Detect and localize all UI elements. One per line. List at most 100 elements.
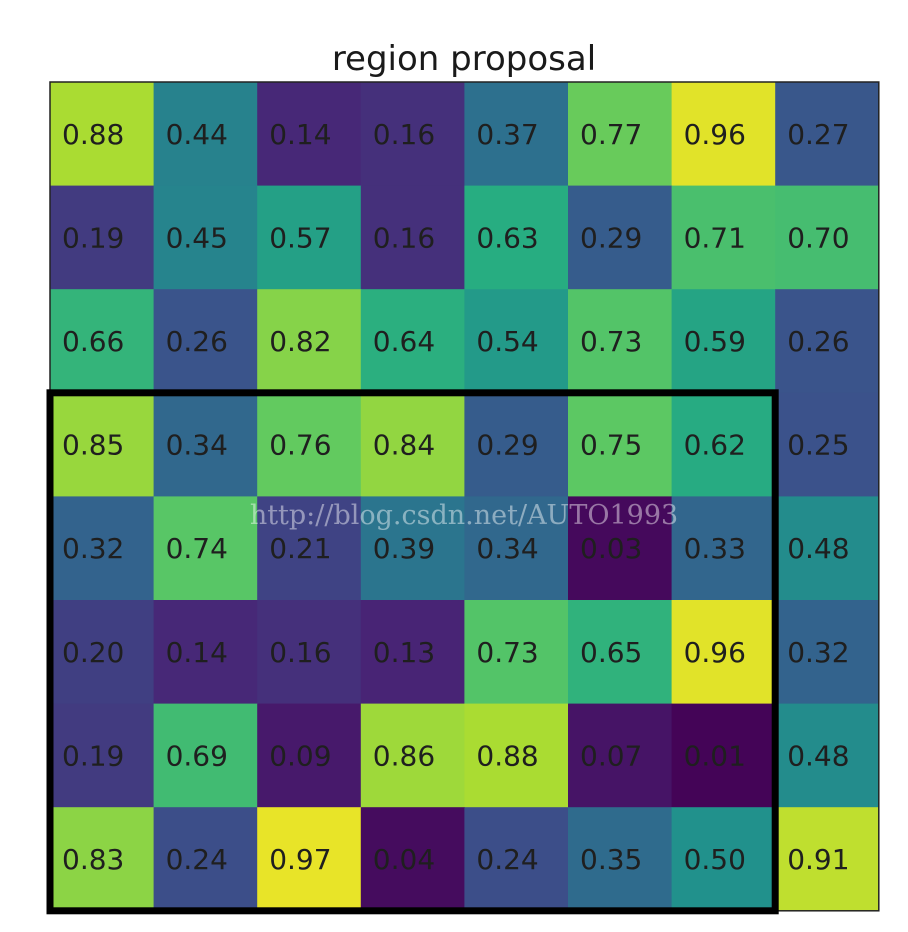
heatmap-cell-r1-c7 bbox=[775, 185, 880, 290]
heatmap-value-label-r6-c7: 0.48 bbox=[787, 739, 849, 772]
heatmap-cell-r3-c1 bbox=[153, 392, 258, 497]
heatmap-value-label-r3-c5: 0.75 bbox=[580, 429, 642, 462]
heatmap-cell-r7-c6 bbox=[671, 807, 776, 912]
heatmap-cell-r0-c4 bbox=[464, 82, 569, 187]
heatmap-value-label-r1-c0: 0.19 bbox=[62, 221, 124, 254]
heatmap-value-label-r0-c3: 0.16 bbox=[373, 118, 435, 151]
heatmap-value-label-r7-c3: 0.04 bbox=[373, 843, 435, 876]
heatmap-value-label-r0-c0: 0.88 bbox=[62, 118, 124, 151]
heatmap-cell-r6-c3 bbox=[360, 703, 465, 808]
heatmap-cell-r3-c3 bbox=[360, 392, 465, 497]
heatmap-cell-r1-c3 bbox=[360, 185, 465, 290]
heatmap-value-label-r4-c6: 0.33 bbox=[684, 532, 746, 565]
heatmap-value-label-r2-c6: 0.59 bbox=[684, 325, 746, 358]
heatmap-cell-r4-c5 bbox=[568, 496, 673, 601]
heatmap-value-label-r1-c3: 0.16 bbox=[373, 221, 435, 254]
heatmap-value-label-r3-c0: 0.85 bbox=[62, 429, 124, 462]
heatmap-cell-r0-c6 bbox=[671, 82, 776, 187]
heatmap-cell-r6-c7 bbox=[775, 703, 880, 808]
heatmap-cell-r4-c0 bbox=[50, 496, 155, 601]
heatmap-value-label-r1-c1: 0.45 bbox=[166, 221, 228, 254]
heatmap-cell-r3-c4 bbox=[464, 392, 569, 497]
heatmap-cell-r7-c5 bbox=[568, 807, 673, 912]
heatmap-cell-r2-c0 bbox=[50, 289, 155, 394]
heatmap-cell-r6-c5 bbox=[568, 703, 673, 808]
heatmap-value-label-r6-c5: 0.07 bbox=[580, 739, 642, 772]
heatmap-cell-r3-c7 bbox=[775, 392, 880, 497]
heatmap-cells bbox=[50, 82, 880, 912]
heatmap-cell-r2-c6 bbox=[671, 289, 776, 394]
heatmap-cell-r3-c0 bbox=[50, 392, 155, 497]
heatmap-value-label-r0-c4: 0.37 bbox=[476, 118, 538, 151]
heatmap-value-label-r1-c4: 0.63 bbox=[476, 221, 538, 254]
heatmap-cell-r7-c3 bbox=[360, 807, 465, 912]
heatmap-value-label-r7-c7: 0.91 bbox=[787, 843, 849, 876]
heatmap-cell-r1-c0 bbox=[50, 185, 155, 290]
heatmap-value-label-r6-c4: 0.88 bbox=[476, 739, 538, 772]
heatmap-value-label-r3-c6: 0.62 bbox=[684, 429, 746, 462]
heatmap-value-label-r5-c2: 0.16 bbox=[269, 636, 331, 669]
heatmap-value-label-r4-c1: 0.74 bbox=[166, 532, 228, 565]
heatmap-value-label-r6-c2: 0.09 bbox=[269, 739, 331, 772]
heatmap-value-label-r4-c0: 0.32 bbox=[62, 532, 124, 565]
heatmap-cell-r2-c7 bbox=[775, 289, 880, 394]
heatmap-value-label-r4-c4: 0.34 bbox=[476, 532, 538, 565]
heatmap-cell-r1-c6 bbox=[671, 185, 776, 290]
heatmap-cell-r0-c2 bbox=[257, 82, 362, 187]
heatmap-cell-r1-c4 bbox=[464, 185, 569, 290]
heatmap-cell-r5-c7 bbox=[775, 600, 880, 705]
heatmap-cell-r2-c1 bbox=[153, 289, 258, 394]
heatmap-value-label-r6-c3: 0.86 bbox=[373, 739, 435, 772]
heatmap-cell-r6-c4 bbox=[464, 703, 569, 808]
heatmap-value-label-r6-c0: 0.19 bbox=[62, 739, 124, 772]
heatmap-value-label-r1-c7: 0.70 bbox=[787, 221, 849, 254]
heatmap-cell-r2-c2 bbox=[257, 289, 362, 394]
heatmap-value-label-r5-c4: 0.73 bbox=[476, 636, 538, 669]
heatmap-value-label-r2-c2: 0.82 bbox=[269, 325, 331, 358]
heatmap-cell-r5-c0 bbox=[50, 600, 155, 705]
heatmap-cell-r4-c4 bbox=[464, 496, 569, 601]
heatmap-cell-r4-c2 bbox=[257, 496, 362, 601]
heatmap-value-label-r2-c3: 0.64 bbox=[373, 325, 435, 358]
heatmap-cell-r5-c1 bbox=[153, 600, 258, 705]
heatmap-cell-r7-c7 bbox=[775, 807, 880, 912]
heatmap-cell-r1-c5 bbox=[568, 185, 673, 290]
heatmap-cell-r0-c5 bbox=[568, 82, 673, 187]
heatmap-value-label-r5-c7: 0.32 bbox=[787, 636, 849, 669]
heatmap-cell-r4-c1 bbox=[153, 496, 258, 601]
heatmap-cell-r2-c5 bbox=[568, 289, 673, 394]
heatmap-value-label-r0-c1: 0.44 bbox=[166, 118, 228, 151]
heatmap-cell-r1-c2 bbox=[257, 185, 362, 290]
heatmap-value-label-r1-c2: 0.57 bbox=[269, 221, 331, 254]
heatmap-cell-r3-c6 bbox=[671, 392, 776, 497]
heatmap-cell-r7-c1 bbox=[153, 807, 258, 912]
heatmap-value-label-r2-c7: 0.26 bbox=[787, 325, 849, 358]
heatmap-value-label-r6-c6: 0.01 bbox=[684, 739, 746, 772]
heatmap-value-label-r7-c6: 0.50 bbox=[684, 843, 746, 876]
heatmap-cell-r6-c2 bbox=[257, 703, 362, 808]
heatmap-cell-r6-c1 bbox=[153, 703, 258, 808]
heatmap-cell-r0-c0 bbox=[50, 82, 155, 187]
heatmap-cell-r0-c7 bbox=[775, 82, 880, 187]
heatmap-value-label-r6-c1: 0.69 bbox=[166, 739, 228, 772]
heatmap-cell-r4-c3 bbox=[360, 496, 465, 601]
heatmap-value-label-r7-c1: 0.24 bbox=[166, 843, 228, 876]
heatmap-cell-r3-c5 bbox=[568, 392, 673, 497]
heatmap-cell-r1-c1 bbox=[153, 185, 258, 290]
heatmap-cell-r7-c2 bbox=[257, 807, 362, 912]
heatmap-cell-r3-c2 bbox=[257, 392, 362, 497]
heatmap-value-label-r2-c4: 0.54 bbox=[476, 325, 538, 358]
heatmap-value-label-r7-c0: 0.83 bbox=[62, 843, 124, 876]
heatmap-value-label-r0-c2: 0.14 bbox=[269, 118, 331, 151]
heatmap-value-label-r7-c4: 0.24 bbox=[476, 843, 538, 876]
heatmap-cell-r2-c4 bbox=[464, 289, 569, 394]
heatmap-cell-r0-c3 bbox=[360, 82, 465, 187]
chart-title: region proposal bbox=[332, 39, 596, 79]
heatmap-cell-r5-c6 bbox=[671, 600, 776, 705]
heatmap-cell-r5-c5 bbox=[568, 600, 673, 705]
heatmap-cell-r4-c7 bbox=[775, 496, 880, 601]
heatmap-value-label-r7-c5: 0.35 bbox=[580, 843, 642, 876]
heatmap-cell-r7-c0 bbox=[50, 807, 155, 912]
heatmap-value-label-r5-c6: 0.96 bbox=[684, 636, 746, 669]
